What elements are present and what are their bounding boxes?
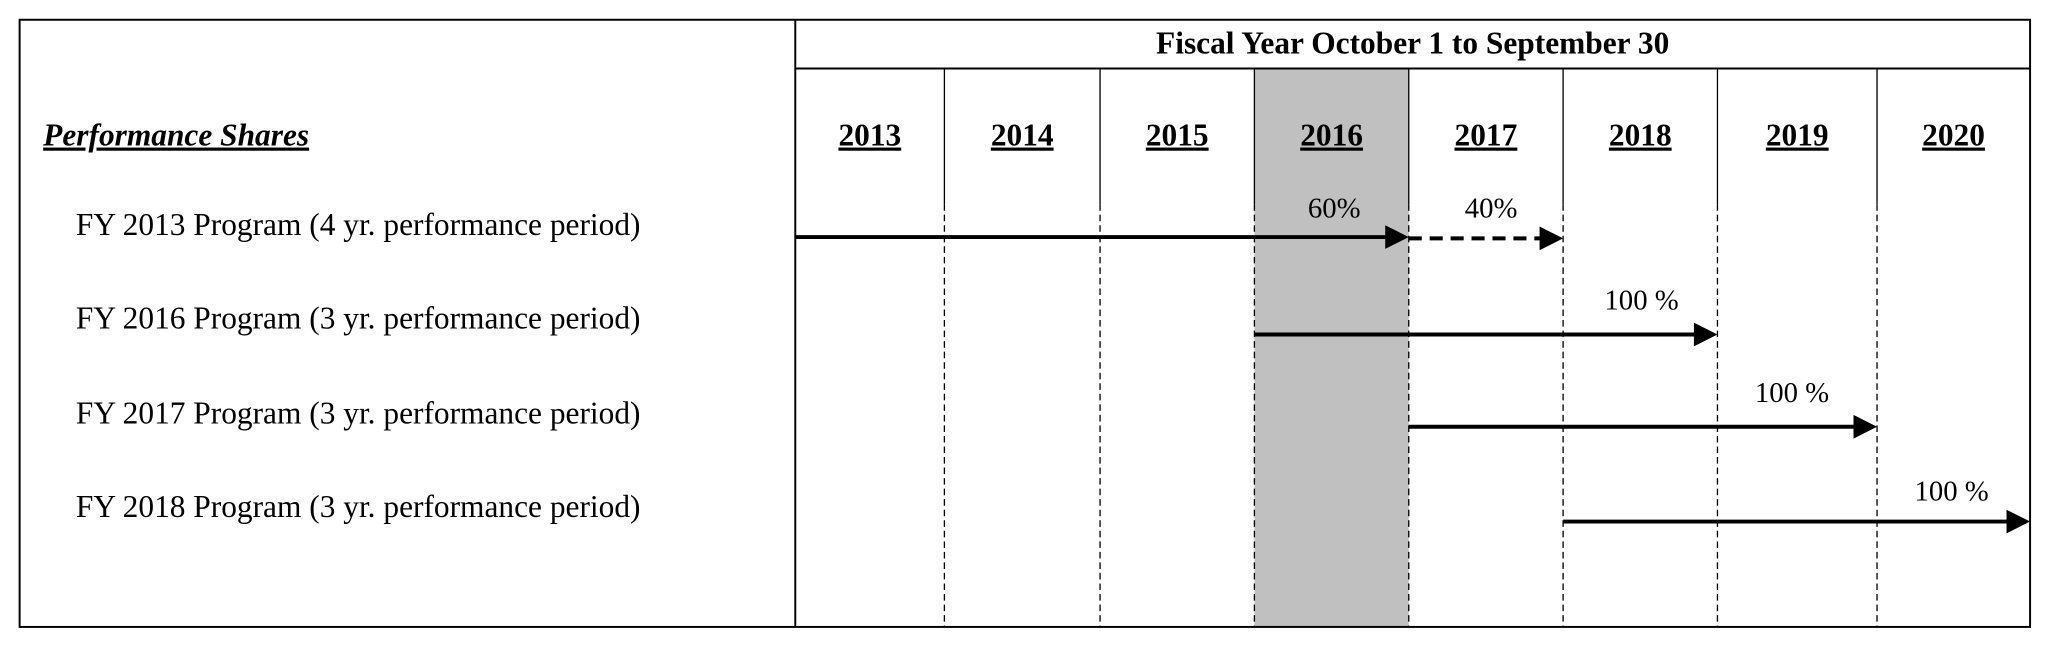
arrow-head: [1853, 414, 1878, 439]
program-label: FY 2017 Program (3 yr. performance perio…: [76, 395, 641, 430]
year-header: 2016: [1300, 117, 1363, 152]
vesting-label: 100 %: [1914, 475, 1988, 507]
vesting-label: 60%: [1308, 192, 1361, 224]
program-label: FY 2013 Program (4 yr. performance perio…: [76, 207, 641, 242]
year-header: 2013: [838, 117, 901, 152]
year-header: 2015: [1146, 117, 1209, 152]
vesting-label: 100 %: [1604, 284, 1678, 316]
year-header: 2020: [1922, 117, 1985, 152]
arrow-head: [2006, 509, 2031, 534]
program-label: FY 2016 Program (3 yr. performance perio…: [76, 301, 641, 336]
year-header: 2017: [1455, 117, 1518, 152]
arrow-head: [1539, 226, 1564, 251]
period-title: Fiscal Year October 1 to September 30: [1156, 25, 1669, 60]
arrow-head: [1385, 225, 1409, 249]
row-title: Performance Shares: [42, 117, 309, 152]
program-label: FY 2018 Program (3 yr. performance perio…: [76, 489, 641, 524]
year-columns: 2013 2014 2015 2016 2017 2018 2019 2020: [838, 68, 1985, 627]
current-year-shade: [1254, 68, 1409, 627]
program-rows: FY 2013 Program (4 yr. performance perio…: [76, 192, 2031, 534]
year-header: 2014: [991, 117, 1054, 152]
arrow-head: [1693, 322, 1718, 347]
year-header: 2018: [1609, 117, 1672, 152]
year-header: 2019: [1766, 117, 1829, 152]
outer-border: [18, 18, 2032, 628]
vesting-label: 100 %: [1755, 377, 1829, 409]
vesting-label: 40%: [1465, 192, 1518, 224]
